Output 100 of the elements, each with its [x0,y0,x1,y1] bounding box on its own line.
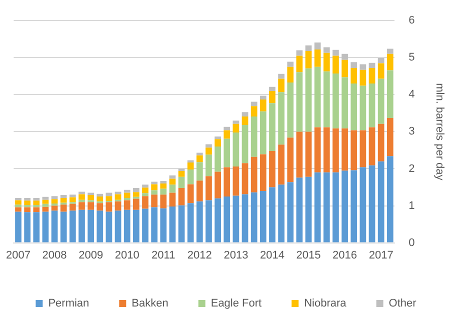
bar [88,195,94,200]
bar [214,198,221,242]
bar [206,154,212,176]
bar [196,162,203,181]
bar [24,198,31,201]
bar [70,197,76,202]
bar [342,54,348,60]
bar [368,84,376,128]
bar [350,84,358,130]
bar [178,176,185,188]
bar [287,62,294,67]
bar [287,138,294,182]
bar [250,192,258,242]
x-tick-label: 2011 [152,249,176,262]
x-tick-label: 2012 [187,249,212,262]
bar [96,196,104,202]
bar [106,212,112,242]
bar [287,182,294,242]
y-tick-label: 3 [408,126,415,138]
bar [278,184,284,242]
bar [24,200,31,206]
bar [360,130,366,168]
bar [269,103,276,151]
bar [206,176,212,200]
bar [178,170,185,177]
bar [51,199,58,204]
bar [151,194,158,208]
y-tick-label: 2 [408,162,415,175]
bar [342,170,348,242]
bar [132,210,140,242]
bar [142,184,148,188]
bar [250,116,258,157]
bar [260,96,266,100]
bar [169,192,176,207]
bar [360,86,366,130]
bar [360,70,366,86]
bar [178,188,185,206]
bar [24,212,31,242]
bar [360,64,366,70]
bar [78,192,85,194]
bar [224,167,230,197]
bar [214,136,221,140]
bar [314,127,321,172]
y-tick-label: 1 [408,200,415,212]
bar [196,180,203,202]
bar [368,127,376,166]
y-tick-label: 6 [408,14,415,27]
bar [124,200,130,210]
bar [332,172,339,242]
bar [296,72,303,132]
legend-label: Bakken [132,298,168,310]
bar [242,125,248,164]
bar [78,202,85,210]
legend-label: Niobrara [304,298,348,310]
bar [386,118,394,156]
bar [124,198,130,200]
y-tick-label: 4 [408,88,415,101]
bar [278,74,284,79]
bar [342,128,348,171]
bar [88,202,94,210]
bar [278,92,284,145]
bar [96,194,104,197]
x-tick-label: 2007 [6,249,30,262]
bar [15,198,22,200]
legend-label: Other [388,298,417,310]
bar [42,196,49,200]
bar [33,198,40,201]
bar [232,166,240,196]
bar [187,184,194,204]
bar [60,198,67,203]
bar [224,196,230,242]
bar [160,180,167,184]
bar [142,188,148,194]
bar [160,194,167,208]
bar [368,62,376,68]
bar [378,161,384,242]
bar [368,68,376,84]
bar [33,212,40,242]
bar [214,139,221,147]
bar [242,112,248,117]
bar [323,71,330,128]
bar [378,63,384,79]
bar [187,203,194,242]
bar [15,207,22,212]
bar [250,102,258,106]
bar [78,194,85,200]
bar [196,201,203,242]
bar [142,196,148,209]
bar [124,192,130,198]
bar [96,210,104,242]
bar [132,188,140,192]
bar [51,196,58,200]
bar [332,50,339,56]
bar [260,99,266,112]
bar [187,162,194,170]
bar [24,207,31,212]
bar [242,194,248,242]
bar [114,201,122,211]
bar [106,196,112,201]
bar [60,204,67,212]
